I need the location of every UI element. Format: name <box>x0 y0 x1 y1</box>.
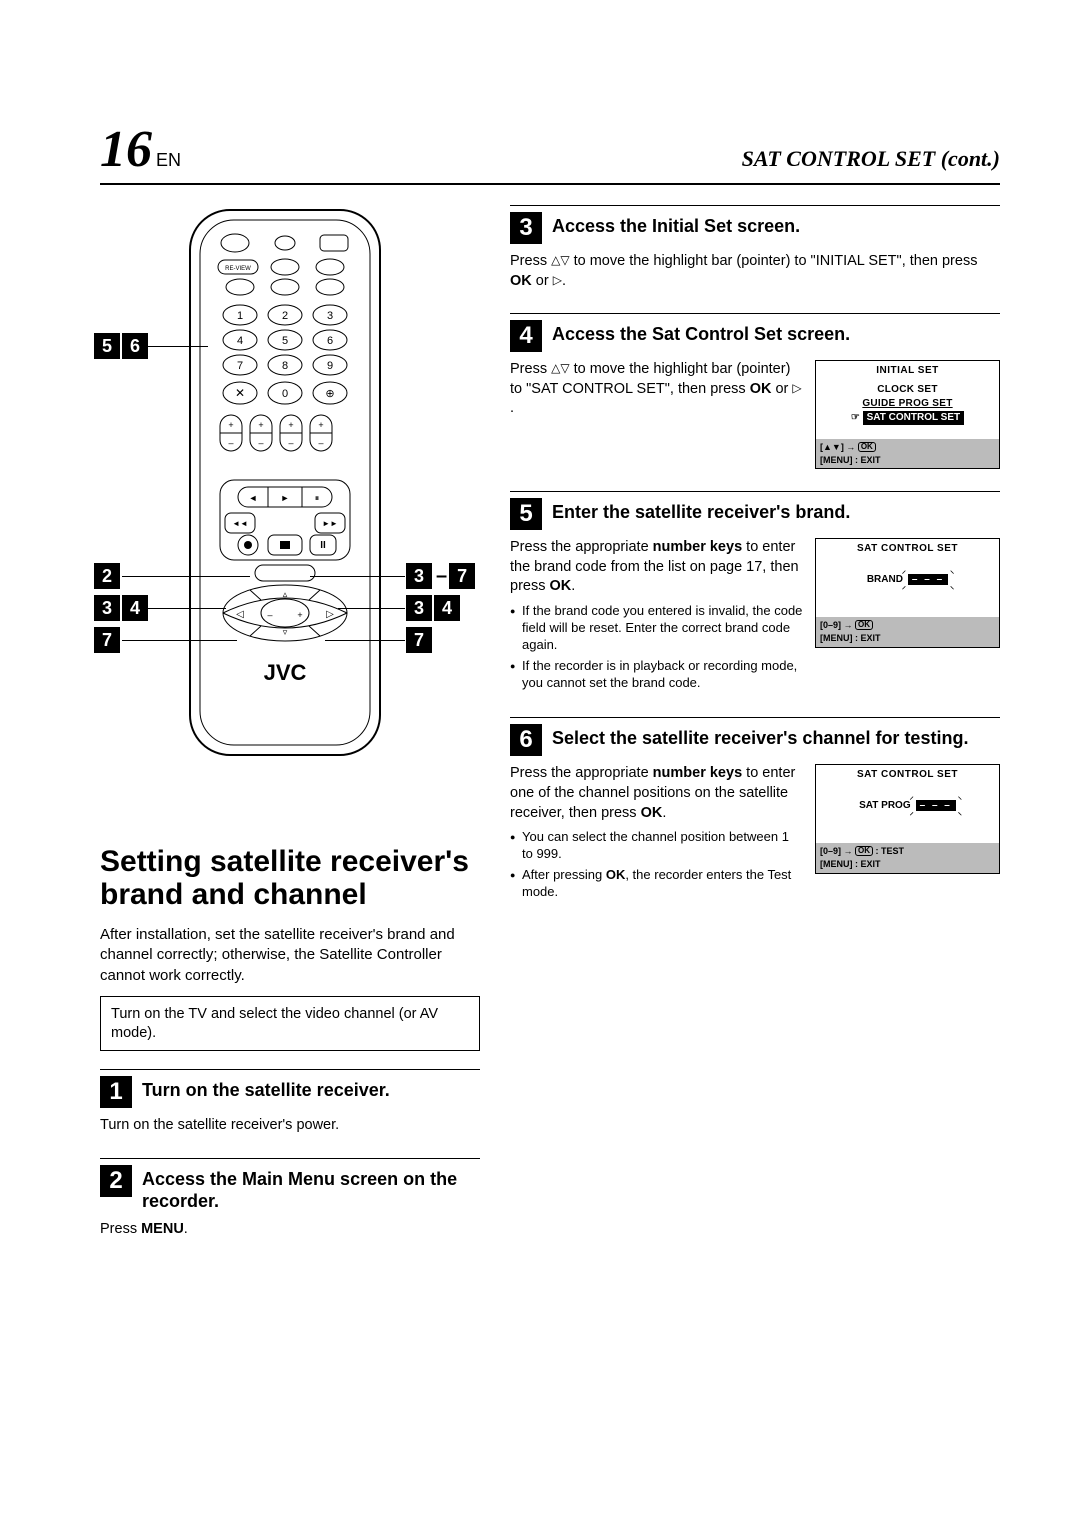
remote-brand-text: JVC <box>264 660 307 685</box>
step-title-1: Turn on the satellite receiver. <box>142 1076 390 1102</box>
page-number: 16EN <box>100 120 181 179</box>
step-1: 1 Turn on the satellite receiver. Turn o… <box>100 1069 480 1136</box>
svg-text:7: 7 <box>237 360 243 372</box>
osd-brand: SAT CONTROL SET BRAND – – – ⸝⸜⸍⸌ [0–9] →… <box>815 538 1000 647</box>
osd-footer-5: [0–9] → OK[MENU] : EXIT <box>816 617 999 646</box>
svg-text:–: – <box>258 438 263 448</box>
step-body-4: Press △▽ to move the highlight bar (poin… <box>510 360 803 419</box>
step-bullets-5: If the brand code you entered is invalid… <box>510 603 803 691</box>
step-2: 2 Access the Main Menu screen on the rec… <box>100 1158 480 1240</box>
page-num-value: 16 <box>100 121 152 178</box>
step-4: 4 Access the Sat Control Set screen. Pre… <box>510 313 1000 469</box>
svg-text:1: 1 <box>237 310 243 322</box>
svg-text:+: + <box>258 420 263 430</box>
svg-text:9: 9 <box>327 360 333 372</box>
step-bullets-6: You can select the channel position betw… <box>510 829 803 901</box>
osd-initial-set: INITIAL SET CLOCK SET GUIDE PROG SET ☞ S… <box>815 360 1000 469</box>
svg-text:6: 6 <box>327 335 333 347</box>
left-column: RE-VIEW 1 2 3 4 5 6 7 8 9 ✕ 0 ⊕ <box>100 205 480 1262</box>
main-heading: Setting satellite receiver's brand and c… <box>100 845 480 911</box>
svg-text:II: II <box>320 540 326 551</box>
svg-text:⊕: ⊕ <box>325 388 334 400</box>
svg-text:+: + <box>297 610 302 620</box>
svg-text:3: 3 <box>327 310 333 322</box>
svg-text:◁: ◁ <box>236 609 244 620</box>
step-body-2: Press MENU. <box>100 1220 480 1240</box>
svg-text:–: – <box>288 438 293 448</box>
step-body-3: Press △▽ to move the highlight bar (poin… <box>510 252 1000 291</box>
svg-text:–: – <box>267 610 272 620</box>
svg-text:▿: ▿ <box>283 627 288 637</box>
page-header: 16EN SAT CONTROL SET (cont.) <box>100 120 1000 185</box>
svg-text:▵: ▵ <box>283 589 288 599</box>
step-num-2: 2 <box>100 1165 132 1197</box>
svg-text:⏸: ⏸ <box>315 493 320 503</box>
step-title-3: Access the Initial Set screen. <box>552 212 800 238</box>
step-title-6: Select the satellite receiver's channel … <box>552 724 968 750</box>
step-num-1: 1 <box>100 1076 132 1108</box>
callout-7-right: 7 <box>406 627 434 653</box>
step-body-5: Press the appropriate number keys to ent… <box>510 538 803 597</box>
svg-text:◄◄: ◄◄ <box>232 519 248 528</box>
svg-text:5: 5 <box>282 335 288 347</box>
step-6: 6 Select the satellite receiver's channe… <box>510 717 1000 904</box>
svg-text:▷: ▷ <box>326 609 334 620</box>
svg-text:8: 8 <box>282 360 288 372</box>
svg-text:2: 2 <box>282 310 288 322</box>
svg-text:–: – <box>228 438 233 448</box>
step-5: 5 Enter the satellite receiver's brand. … <box>510 491 1000 695</box>
osd-satprog: SAT CONTROL SET SAT PROG – – – ⸝⸜⸍⸌ [0–9… <box>815 764 1000 873</box>
callout-34-left: 34 <box>94 595 150 621</box>
intro-text: After installation, set the satellite re… <box>100 925 480 986</box>
svg-text:0: 0 <box>282 388 288 400</box>
step-title-2: Access the Main Menu screen on the recor… <box>142 1165 480 1212</box>
svg-text:✕: ✕ <box>235 386 245 400</box>
step-num-4: 4 <box>510 320 542 352</box>
step-3: 3 Access the Initial Set screen. Press △… <box>510 205 1000 291</box>
svg-text:RE-VIEW: RE-VIEW <box>225 266 251 272</box>
callout-3-7: 3–7 <box>406 563 477 589</box>
pre-note: Turn on the TV and select the video chan… <box>100 996 480 1052</box>
step-body-6: Press the appropriate number keys to ent… <box>510 764 803 823</box>
remote-icon: RE-VIEW 1 2 3 4 5 6 7 8 9 ✕ 0 ⊕ <box>170 205 400 765</box>
callout-56: 56 <box>94 333 150 359</box>
step-title-5: Enter the satellite receiver's brand. <box>552 498 850 524</box>
osd-footer-6: [0–9] → OK : TEST[MENU] : EXIT <box>816 843 999 872</box>
remote-diagram: RE-VIEW 1 2 3 4 5 6 7 8 9 ✕ 0 ⊕ <box>100 205 480 825</box>
step-title-4: Access the Sat Control Set screen. <box>552 320 850 346</box>
step-body-1: Turn on the satellite receiver's power. <box>100 1116 480 1136</box>
section-title: SAT CONTROL SET (cont.) <box>742 146 1000 172</box>
step-num-5: 5 <box>510 498 542 530</box>
callout-2: 2 <box>94 563 122 589</box>
step-num-6: 6 <box>510 724 542 756</box>
svg-text:◄: ◄ <box>249 493 258 503</box>
svg-text:+: + <box>288 420 293 430</box>
svg-text:+: + <box>228 420 233 430</box>
svg-text:–: – <box>318 438 323 448</box>
svg-text:4: 4 <box>237 335 243 347</box>
svg-text:►: ► <box>281 493 290 503</box>
step-num-3: 3 <box>510 212 542 244</box>
callout-34-right: 34 <box>406 595 462 621</box>
osd-footer-4: [▲▼] → OK[MENU] : EXIT <box>816 439 999 468</box>
right-column: 3 Access the Initial Set screen. Press △… <box>510 205 1000 1262</box>
svg-text:+: + <box>318 420 323 430</box>
callout-7-left: 7 <box>94 627 122 653</box>
svg-text:►►: ►► <box>322 519 338 528</box>
page-lang: EN <box>156 150 181 170</box>
